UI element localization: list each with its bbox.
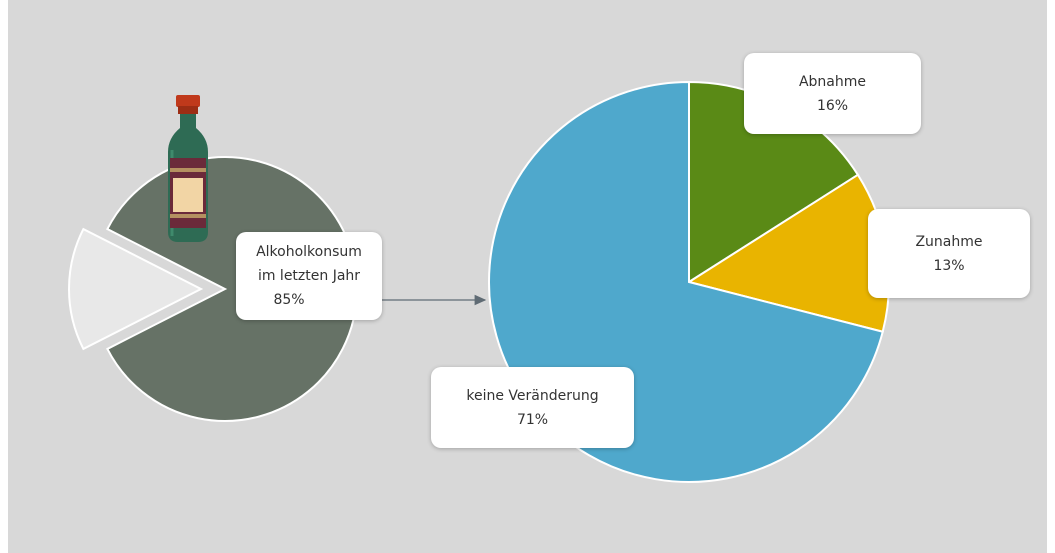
callout-zunahme-value: 13% xyxy=(933,257,965,274)
callout-alcohol: Alkoholkonsum im letzten Jahr 85% xyxy=(236,232,382,320)
callout-abnahme-label: Abnahme xyxy=(798,73,867,90)
callout-alcohol-line2: im letzten Jahr xyxy=(257,268,361,284)
callout-abnahme: Abnahme 16% xyxy=(744,53,921,134)
callout-keine: keine Veränderung 71% xyxy=(431,367,634,448)
callout-zunahme-label: Zunahme xyxy=(915,233,983,250)
wine-bottle-icon xyxy=(168,95,208,242)
callout-keine-label: keine Veränderung xyxy=(466,387,599,404)
callout-alcohol-line1: Alkoholkonsum xyxy=(256,244,362,260)
callout-alcohol-value: 85% xyxy=(273,292,305,308)
alcohol-pie-slice-1 xyxy=(68,227,204,351)
callout-zunahme: Zunahme 13% xyxy=(868,209,1030,298)
callout-keine-value: 71% xyxy=(516,411,549,428)
callout-abnahme-value: 16% xyxy=(816,97,849,114)
